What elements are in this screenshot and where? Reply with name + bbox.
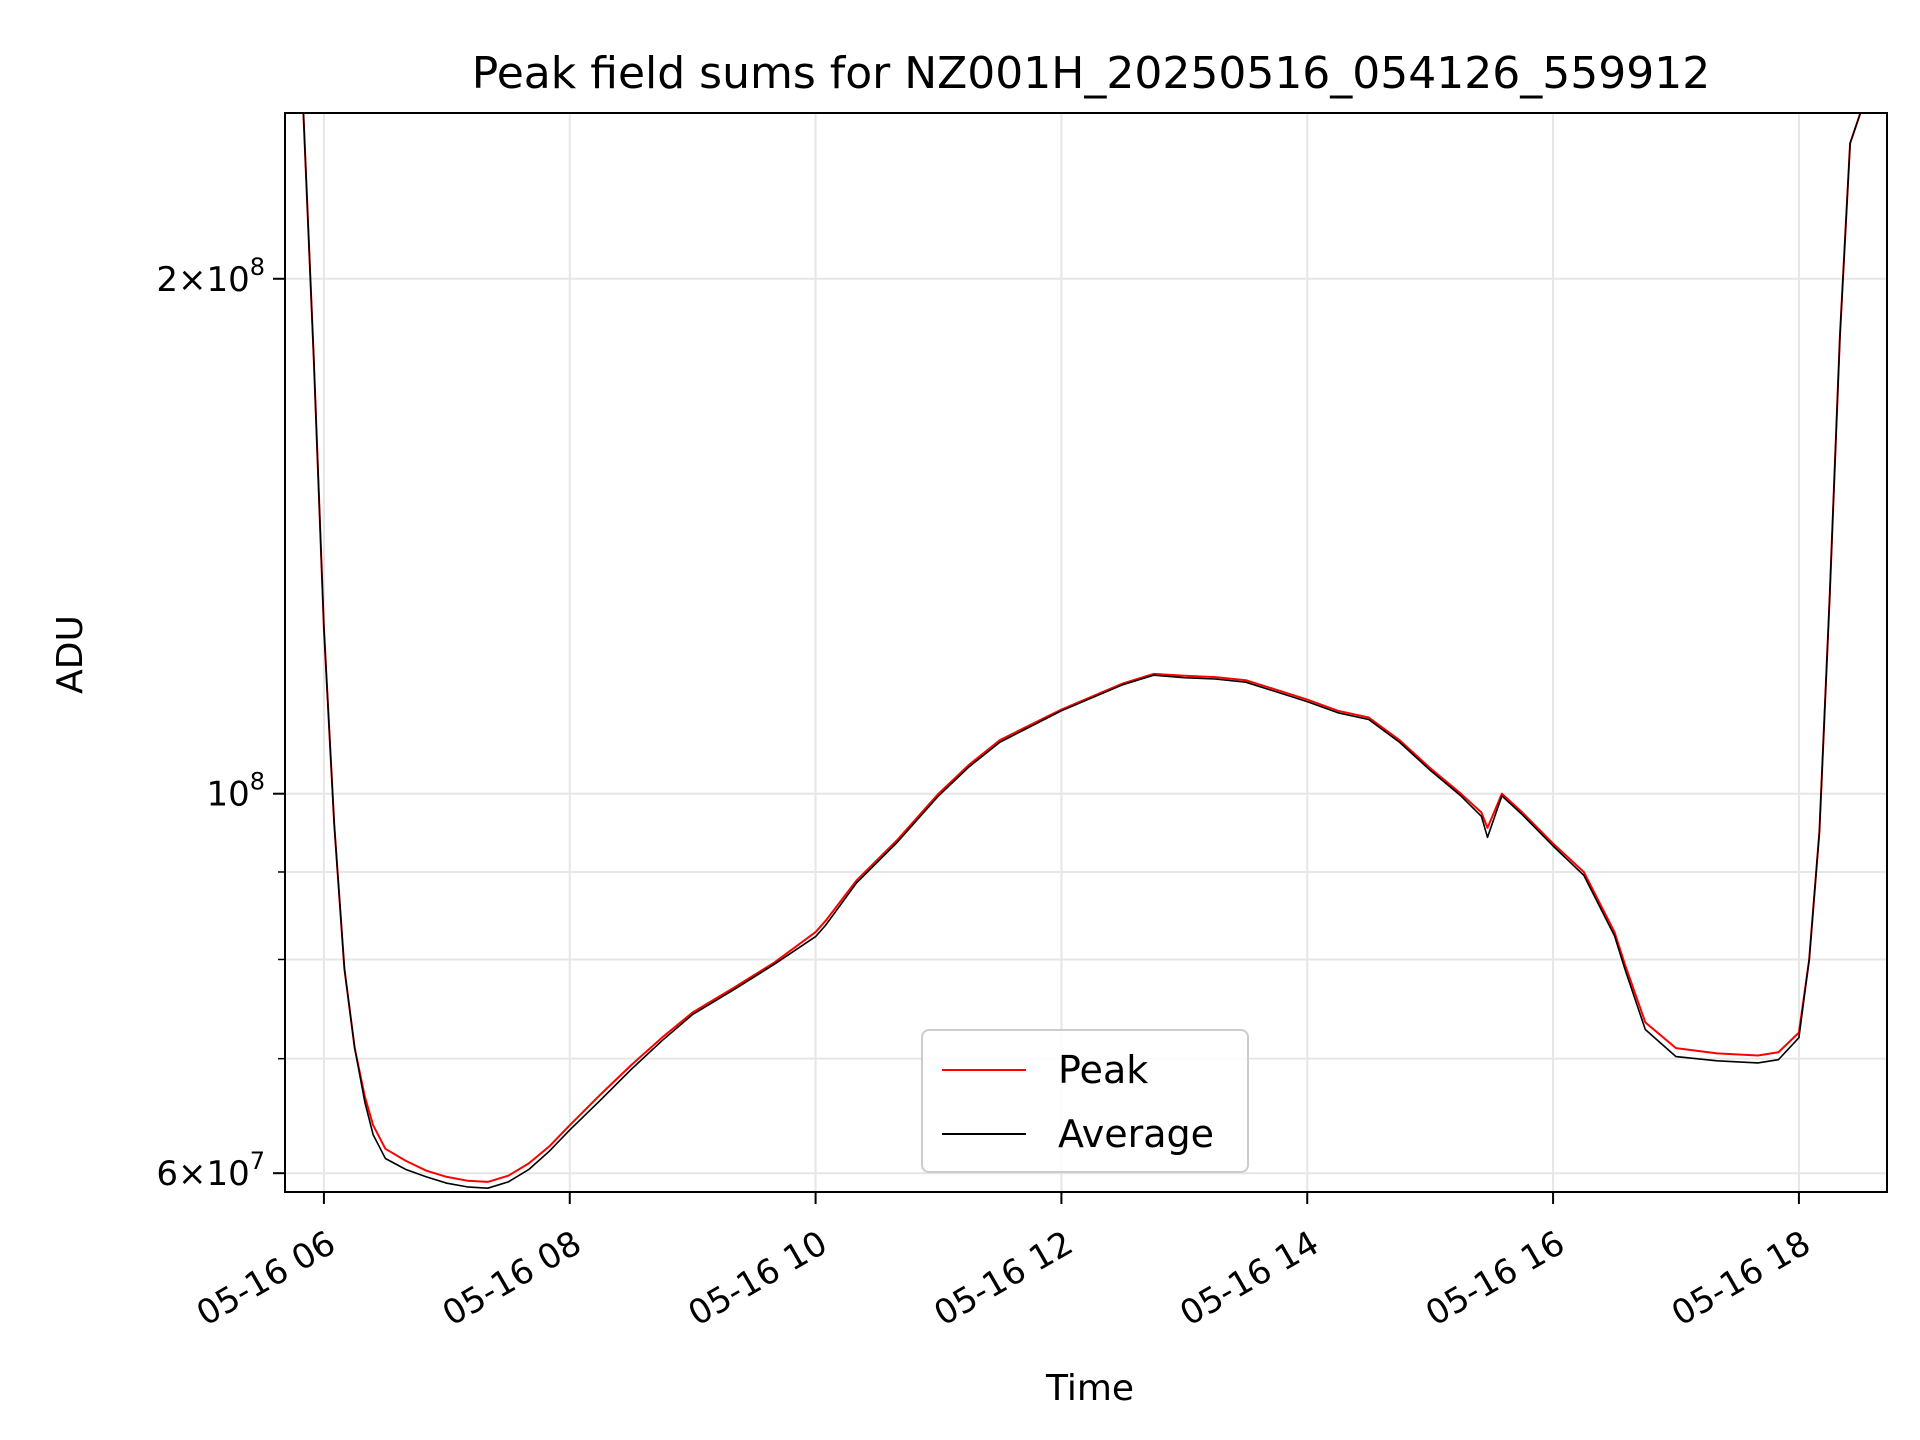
y-axis-label: ADU [50,615,91,694]
legend: Peak Average [921,1029,1249,1173]
series-layer [287,113,1862,1189]
grid [285,113,1887,1192]
y-tick-label: 2×108 [156,253,265,300]
legend-label-peak: Peak [1058,1048,1148,1092]
y-tick-exponent: 8 [250,768,265,796]
y-tick-base: 6×10 [156,1154,249,1194]
y-tick-label: 6×107 [156,1147,265,1194]
y-tick-base: 2×10 [156,260,249,300]
y-tick-base: 10 [206,775,249,815]
series-line-average [287,113,1862,1189]
plot-frame [284,112,1888,1193]
y-tick-exponent: 7 [250,1147,265,1175]
series-line-peak [287,113,1862,1183]
y-tick-exponent: 8 [250,253,265,281]
x-axis-label: Time [1045,1368,1134,1409]
legend-box [921,1029,1249,1173]
legend-label-average: Average [1058,1112,1214,1156]
y-tick-label: 108 [206,768,265,815]
chart-title: Peak field sums for NZ001H_20250516_0541… [472,48,1710,99]
